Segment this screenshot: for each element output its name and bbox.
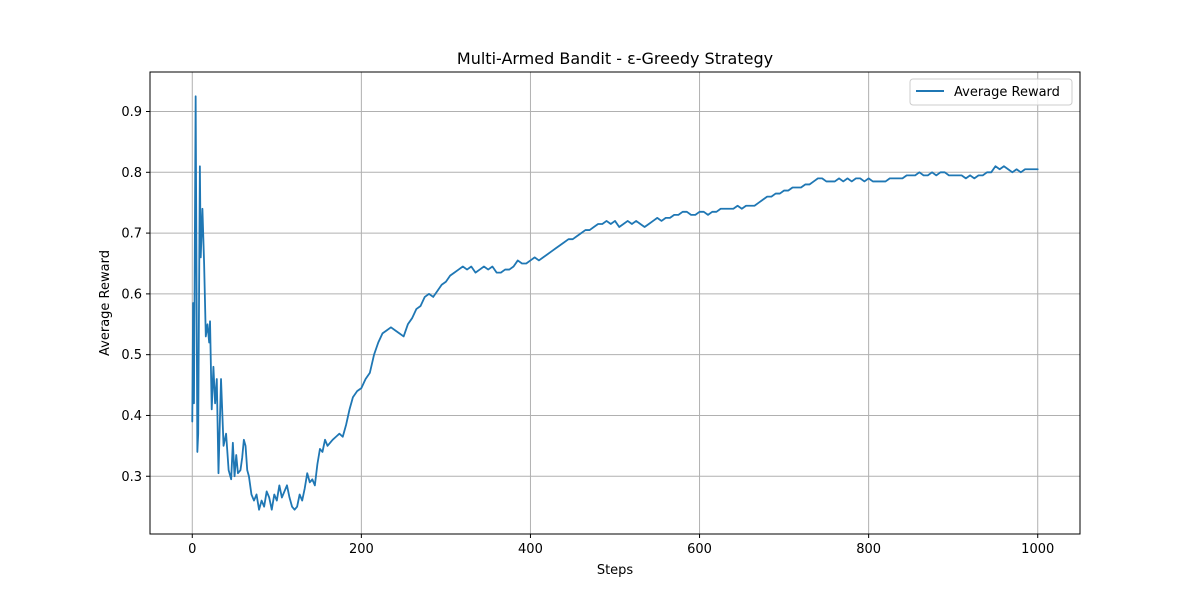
series-line [191,95,1039,511]
x-tick-label: 400 [518,542,543,557]
y-tick-label: 0.7 [121,227,142,242]
x-tick-label: 200 [349,542,374,557]
x-tick-label: 0 [188,542,196,557]
x-tick-label: 800 [856,542,881,557]
y-tick-label: 0.5 [121,348,142,363]
legend-label: Average Reward [954,85,1060,100]
chart-title: Multi-Armed Bandit - ε-Greedy Strategy [457,49,773,68]
grid [150,72,1080,534]
legend-box [909,78,1073,106]
y-axis-label: Average Reward [98,250,113,356]
x-tick-label: 1000 [1021,542,1054,557]
x-axis-label: Steps [597,563,634,578]
y-tick-label: 0.6 [121,287,142,302]
legend: Average Reward [909,78,1073,106]
y-tick-label: 0.3 [121,470,142,485]
ticks: 0 200 400 600 800 1000 0.3 0.4 0.5 0.6 0.7 0.8 0.9 [121,105,1054,557]
series-layer [191,95,1039,511]
x-tick-label: 600 [687,542,712,557]
y-tick-label: 0.4 [121,409,142,424]
y-tick-label: 0.9 [121,105,142,120]
y-tick-label: 0.8 [121,166,142,181]
plot-frame [149,71,1081,535]
